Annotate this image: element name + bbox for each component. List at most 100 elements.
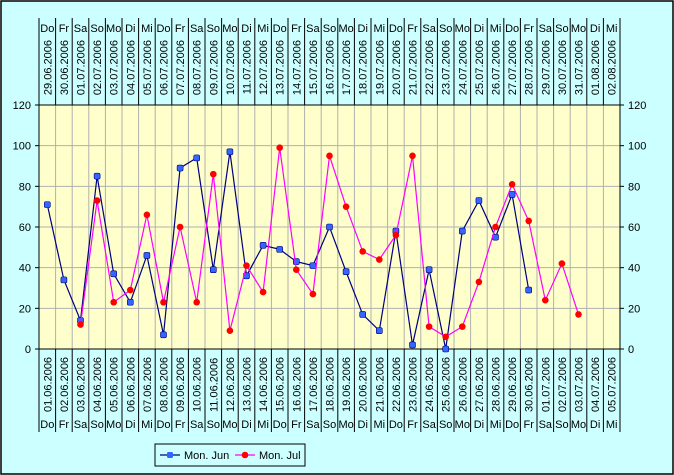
data-point-jul xyxy=(342,203,350,210)
data-point-jul xyxy=(558,260,566,267)
bottom-date-label: 07.06.2006 xyxy=(142,357,154,412)
data-point-jun xyxy=(409,341,416,349)
data-point-jul xyxy=(542,296,549,304)
bottom-weekday-label: Di xyxy=(125,419,135,431)
data-point-jun xyxy=(210,266,217,274)
data-point-jul xyxy=(409,152,416,160)
bottom-weekday-label: Mo xyxy=(338,419,353,431)
bottom-date-label: 20.06.2006 xyxy=(358,357,370,412)
top-date-label: 12.07.2006 xyxy=(258,40,270,95)
data-point-jun xyxy=(442,345,450,353)
bottom-date-label: 15.06.2006 xyxy=(275,357,287,412)
data-point-jun xyxy=(193,154,200,162)
top-date-label: 14.07.2006 xyxy=(291,40,303,95)
bottom-date-label: 12.06.2006 xyxy=(225,357,237,412)
y-tick-label-right: 20 xyxy=(628,303,640,315)
data-point-jul xyxy=(392,231,400,239)
bottom-weekday-label: Sa xyxy=(539,419,553,431)
data-point-jun xyxy=(43,201,51,208)
y-tick-label-right: 40 xyxy=(628,263,640,275)
y-tick-label-left: 40 xyxy=(19,263,31,275)
data-point-jul xyxy=(259,288,267,296)
data-point-jul xyxy=(110,298,117,306)
data-point-jun xyxy=(342,268,350,276)
top-weekday-label: Fr xyxy=(59,23,70,35)
data-point-jul xyxy=(210,170,217,178)
top-date-label: 21.07.2006 xyxy=(408,40,420,95)
bottom-weekday-label: Mo xyxy=(222,419,237,431)
top-date-label: 28.07.2006 xyxy=(524,40,536,95)
y-tick-label-left: 60 xyxy=(19,222,31,234)
y-tick-label-right: 0 xyxy=(628,344,634,356)
data-point-jul xyxy=(475,278,483,286)
bottom-date-label: 06.06.2006 xyxy=(125,357,137,412)
data-point-jun xyxy=(93,172,101,180)
bottom-date-label: 05.06.2006 xyxy=(109,357,121,412)
data-point-jun xyxy=(309,262,317,269)
top-weekday-label: So xyxy=(207,23,220,35)
top-date-label: 18.07.2006 xyxy=(358,40,370,95)
bottom-date-label: 02.06.2006 xyxy=(59,357,71,412)
bottom-weekday-label: Mi xyxy=(606,419,618,431)
bottom-date-label: 28.06.2006 xyxy=(491,357,503,412)
top-weekday-label: Do xyxy=(505,23,519,35)
bottom-weekday-label: Mi xyxy=(373,419,385,431)
data-point-jun xyxy=(160,331,167,339)
top-weekday-label: Fr xyxy=(291,23,302,35)
y-tick-label-right: 60 xyxy=(628,222,640,234)
top-weekday-label: Fr xyxy=(175,23,186,35)
top-weekday-label: So xyxy=(90,23,103,35)
top-weekday-label: Do xyxy=(40,23,54,35)
data-point-jul xyxy=(525,217,532,225)
top-weekday-label: Sa xyxy=(422,23,436,35)
top-weekday-label: Do xyxy=(389,23,403,35)
top-date-label: 09.07.2006 xyxy=(208,40,220,95)
data-point-jul xyxy=(575,311,582,318)
legend-label: Mon. Jul xyxy=(259,450,301,462)
data-point-jul xyxy=(376,256,383,263)
bottom-weekday-label: Fr xyxy=(175,419,186,431)
top-weekday-label: Mo xyxy=(455,23,470,35)
bottom-weekday-label: So xyxy=(555,419,568,431)
top-date-label: 20.07.2006 xyxy=(391,40,403,95)
data-point-jul xyxy=(243,262,250,269)
top-date-label: 29.07.2006 xyxy=(540,40,552,95)
bottom-date-label: 09.06.2006 xyxy=(175,357,187,412)
top-date-label: 30.06.2006 xyxy=(59,40,71,95)
top-weekday-label: Sa xyxy=(74,23,88,35)
data-point-jul xyxy=(160,298,167,306)
bottom-date-label: 17.06.2006 xyxy=(308,357,320,412)
data-point-jul xyxy=(309,290,317,298)
top-weekday-label: Sa xyxy=(539,23,553,35)
data-point-jun xyxy=(525,286,533,294)
data-point-jul xyxy=(93,197,101,204)
bottom-date-label: 23.06.2006 xyxy=(408,357,420,412)
data-point-jun xyxy=(226,148,234,156)
data-point-jul xyxy=(176,223,184,231)
bottom-weekday-label: Do xyxy=(273,419,287,431)
top-weekday-label: Mi xyxy=(606,23,618,35)
data-point-jul xyxy=(127,286,134,294)
bottom-date-label: 24.06.2006 xyxy=(424,357,436,412)
bottom-date-label: 05.07.2006 xyxy=(607,357,619,412)
data-point-jun xyxy=(425,266,433,274)
data-point-jul xyxy=(459,323,466,330)
top-weekday-label: Mi xyxy=(257,23,269,35)
data-point-jul xyxy=(143,211,151,219)
bottom-weekday-label: Mi xyxy=(257,419,269,431)
data-point-jul xyxy=(77,321,84,328)
bottom-date-label: 02.07.2006 xyxy=(557,357,569,412)
data-point-jun xyxy=(176,164,184,172)
data-point-jun xyxy=(127,298,134,306)
legend-label: Mon. Jun xyxy=(184,450,229,462)
top-date-label: 16.07.2006 xyxy=(325,40,337,95)
top-weekday-label: Di xyxy=(358,23,368,35)
bottom-weekday-label: Do xyxy=(156,419,170,431)
top-date-label: 22.07.2006 xyxy=(424,40,436,95)
bottom-date-label: 01.07.2006 xyxy=(540,357,552,412)
bottom-date-label: 30.06.2006 xyxy=(524,357,536,412)
bottom-date-label: 16.06.2006 xyxy=(291,357,303,412)
data-point-jun xyxy=(475,197,483,204)
bottom-weekday-label: Di xyxy=(590,419,600,431)
